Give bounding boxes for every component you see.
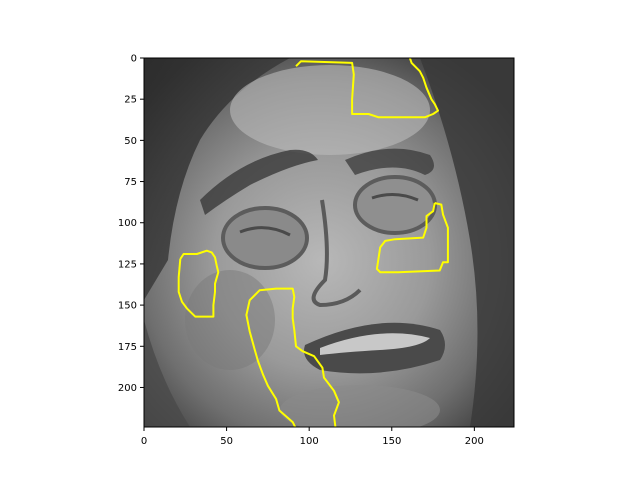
x-tick-label: 50 xyxy=(220,436,233,447)
y-tick-label: 150 xyxy=(118,301,137,312)
y-tick-label: 200 xyxy=(118,383,137,394)
x-tick-label: 200 xyxy=(465,436,484,447)
x-axis-ticks: 0 50 100 150 200 xyxy=(141,427,484,447)
contour-region-3 xyxy=(177,249,220,318)
y-tick-label: 0 xyxy=(131,54,137,65)
y-tick-label: 75 xyxy=(124,177,137,188)
y-tick-label: 25 xyxy=(124,95,137,106)
contour-region-1 xyxy=(295,58,439,119)
axes-frame xyxy=(143,57,515,428)
x-tick-label: 100 xyxy=(300,436,319,447)
x-tick-label: 150 xyxy=(382,436,401,447)
y-axis-ticks: 0 25 50 75 100 125 150 175 200 xyxy=(118,54,144,394)
y-tick-label: 175 xyxy=(118,342,137,353)
contour-region-2 xyxy=(375,202,449,274)
face-photo xyxy=(144,58,514,427)
y-tick-label: 50 xyxy=(124,136,137,147)
x-tick-label: 0 xyxy=(141,436,147,447)
y-tick-label: 100 xyxy=(118,218,137,229)
y-tick-label: 125 xyxy=(118,259,137,270)
contour-region-4 xyxy=(245,287,340,427)
segmentation-contours xyxy=(177,58,449,427)
